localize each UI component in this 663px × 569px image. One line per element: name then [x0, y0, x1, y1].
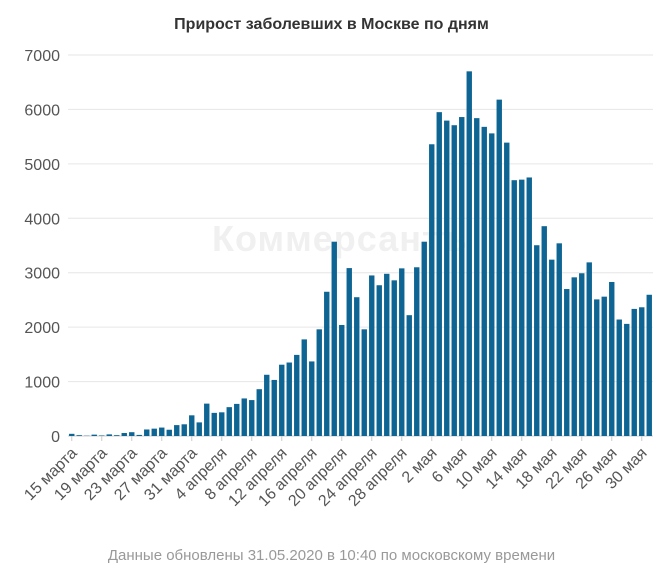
bar[interactable] [271, 379, 277, 436]
update-note: Данные обновлены 31.05.2020 в 10:40 по м… [107, 547, 556, 564]
y-tick-label: 6000 [24, 102, 60, 119]
bar[interactable] [301, 339, 307, 436]
bar[interactable] [106, 434, 112, 436]
bar[interactable] [189, 415, 195, 436]
bar[interactable] [354, 297, 360, 436]
bar[interactable] [586, 262, 592, 436]
y-tick-label: 5000 [24, 157, 60, 174]
bar[interactable] [181, 424, 187, 436]
bar[interactable] [256, 389, 262, 436]
bar[interactable] [481, 126, 487, 436]
bar[interactable] [286, 362, 292, 436]
bar[interactable] [114, 435, 120, 436]
bar[interactable] [159, 427, 165, 436]
bar[interactable] [391, 280, 397, 436]
bar[interactable] [564, 289, 570, 436]
bar[interactable] [331, 241, 337, 436]
bar[interactable] [399, 268, 405, 436]
bar[interactable] [474, 118, 480, 436]
bar[interactable] [151, 428, 157, 436]
bar[interactable] [196, 422, 202, 436]
bar[interactable] [144, 429, 150, 436]
y-tick-label: 1000 [24, 375, 60, 392]
bar[interactable] [429, 144, 435, 436]
bar[interactable] [594, 299, 600, 436]
chart-title: Прирост заболевших в Москве по дням [174, 16, 489, 33]
bar[interactable] [444, 120, 450, 436]
bar[interactable] [616, 319, 622, 436]
bar[interactable] [121, 433, 127, 436]
bar[interactable] [436, 112, 442, 437]
grid-lines [68, 54, 653, 437]
bar[interactable] [601, 296, 607, 436]
y-tick-label: 0 [51, 429, 60, 446]
bar[interactable] [489, 133, 495, 436]
bar[interactable] [466, 71, 472, 436]
bar[interactable] [526, 177, 532, 436]
bar[interactable] [406, 315, 412, 436]
y-tick-label: 7000 [24, 48, 60, 65]
bar[interactable] [91, 434, 97, 436]
bar[interactable] [504, 142, 510, 436]
bars [69, 71, 652, 437]
bar[interactable] [174, 425, 180, 436]
bar[interactable] [541, 226, 547, 436]
bar[interactable] [624, 323, 630, 436]
bar[interactable] [579, 273, 585, 436]
bar[interactable] [136, 434, 142, 436]
bar[interactable] [99, 435, 105, 436]
bar[interactable] [571, 277, 577, 436]
bar[interactable] [339, 324, 345, 436]
bar[interactable] [646, 294, 652, 436]
bar[interactable] [279, 364, 285, 436]
bar[interactable] [294, 354, 300, 436]
bar[interactable] [346, 268, 352, 436]
bar[interactable] [316, 329, 322, 436]
bar[interactable] [556, 243, 562, 436]
y-tick-label: 4000 [24, 211, 60, 228]
bar[interactable] [376, 285, 382, 436]
bar[interactable] [384, 273, 390, 436]
bar[interactable] [609, 281, 615, 436]
bar[interactable] [76, 435, 82, 436]
bar[interactable] [129, 432, 135, 436]
bar[interactable] [249, 400, 255, 436]
bar[interactable] [639, 307, 645, 436]
bar[interactable] [309, 361, 315, 436]
y-tick-label: 2000 [24, 320, 60, 337]
bar[interactable] [241, 398, 247, 436]
bar[interactable] [69, 433, 75, 436]
bar[interactable] [226, 407, 232, 436]
bar[interactable] [361, 329, 367, 436]
bar[interactable] [414, 267, 420, 436]
bar[interactable] [219, 412, 225, 436]
bar[interactable] [324, 291, 330, 436]
bar[interactable] [234, 403, 240, 436]
bar[interactable] [511, 180, 517, 436]
y-tick-label: 3000 [24, 266, 60, 283]
bar[interactable] [549, 259, 555, 436]
bar[interactable] [451, 125, 457, 437]
bar[interactable] [369, 275, 375, 436]
bar[interactable] [534, 245, 540, 436]
y-axis: 0 1000 2000 3000 4000 5000 6000 7000 [24, 48, 60, 446]
bar[interactable] [211, 412, 217, 436]
bar[interactable] [496, 99, 502, 436]
bar[interactable] [459, 117, 465, 437]
bar[interactable] [421, 241, 427, 436]
bar[interactable] [166, 429, 172, 436]
bar[interactable] [519, 179, 525, 436]
bar[interactable] [631, 308, 637, 436]
bar[interactable] [264, 374, 270, 436]
bar[interactable] [204, 403, 210, 436]
